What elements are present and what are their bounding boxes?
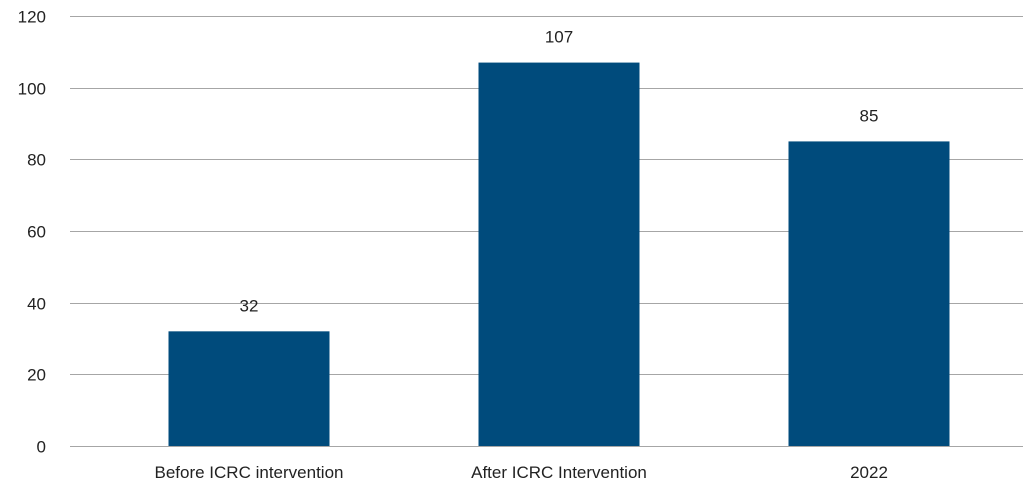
data-label: 107 bbox=[545, 28, 573, 47]
y-tick-label: 100 bbox=[18, 80, 46, 99]
y-tick-label: 0 bbox=[37, 438, 46, 457]
x-category-label: 2022 bbox=[850, 463, 888, 482]
data-label: 32 bbox=[240, 296, 259, 315]
y-tick-label: 120 bbox=[18, 8, 46, 27]
x-axis-category-labels: Before ICRC intervention After ICRC Inter… bbox=[155, 463, 888, 482]
y-tick-label: 40 bbox=[27, 295, 46, 314]
x-category-label: After ICRC Intervention bbox=[471, 463, 647, 482]
y-tick-label: 20 bbox=[27, 366, 46, 385]
bar-1 bbox=[478, 62, 640, 446]
data-labels: 32 107 85 bbox=[240, 28, 879, 316]
data-label: 85 bbox=[860, 106, 879, 125]
x-category-label: Before ICRC intervention bbox=[155, 463, 344, 482]
y-axis-tick-labels: 0 20 40 60 80 100 120 bbox=[18, 8, 46, 457]
bar-2 bbox=[788, 141, 950, 446]
bars bbox=[168, 62, 950, 446]
y-tick-label: 80 bbox=[27, 151, 46, 170]
y-tick-label: 60 bbox=[27, 223, 46, 242]
bar-0 bbox=[168, 331, 330, 446]
